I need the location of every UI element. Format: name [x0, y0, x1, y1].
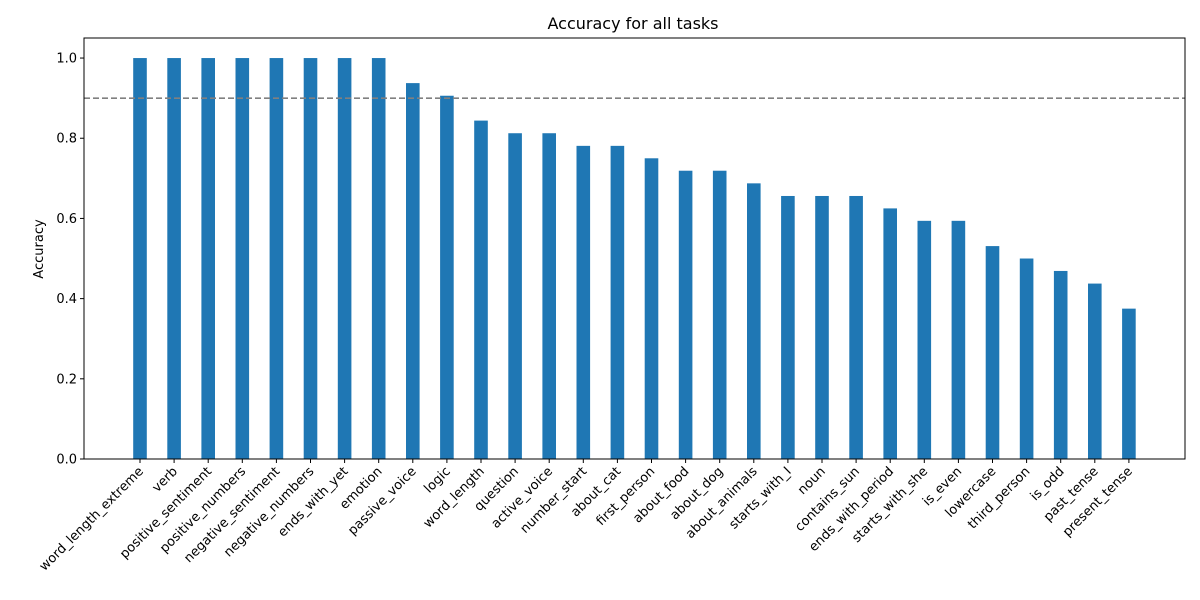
bar-starts-with-she — [917, 220, 932, 459]
x-tick-label: verb — [150, 464, 181, 495]
bar-ends-with-yet — [337, 58, 352, 460]
bar-number-start — [576, 145, 591, 460]
y-axis-label: Accuracy — [32, 219, 47, 279]
bar-verb — [167, 58, 181, 460]
bar-about-cat — [610, 145, 625, 460]
bar-negative-sentiment — [269, 58, 284, 460]
bar-emotion — [371, 58, 386, 460]
y-tick-label: 1.0 — [56, 52, 77, 67]
bar-positive-sentiment — [201, 58, 215, 460]
bar-starts-with-i — [781, 195, 795, 460]
bar-noun — [815, 195, 829, 460]
bar-lowercase — [985, 246, 1000, 459]
chart-title: Accuracy for all tasks — [547, 14, 718, 33]
bar-question — [508, 133, 522, 460]
bar-about-food — [678, 170, 693, 459]
y-tick-label: 0.6 — [56, 212, 77, 227]
bar-contains-sun — [849, 195, 863, 460]
bar-first-person — [644, 158, 659, 460]
bar-about-dog — [712, 170, 727, 459]
y-tick-label: 0.2 — [56, 372, 77, 387]
bar-about-animals — [747, 183, 761, 459]
y-tick-label: 0.8 — [56, 132, 77, 147]
bar-third-person — [1019, 258, 1034, 459]
bar-present-tense — [1122, 308, 1136, 459]
bar-logic — [440, 95, 454, 460]
bar-passive-voice — [406, 83, 420, 460]
bar-word-length — [474, 120, 488, 459]
bar-ends-with-period — [883, 208, 897, 459]
bar-word-length-extreme — [133, 58, 147, 460]
bar-negative-numbers — [303, 58, 318, 460]
bar-is-even — [951, 220, 966, 459]
bar-is-odd — [1053, 270, 1068, 459]
bar-active-voice — [542, 133, 556, 460]
bar-past-tense — [1088, 283, 1102, 459]
plot-frame — [83, 37, 1186, 460]
bar-positive-numbers — [235, 58, 250, 460]
y-tick-label: 0.4 — [56, 292, 77, 307]
y-tick-label: 0.0 — [56, 453, 77, 468]
